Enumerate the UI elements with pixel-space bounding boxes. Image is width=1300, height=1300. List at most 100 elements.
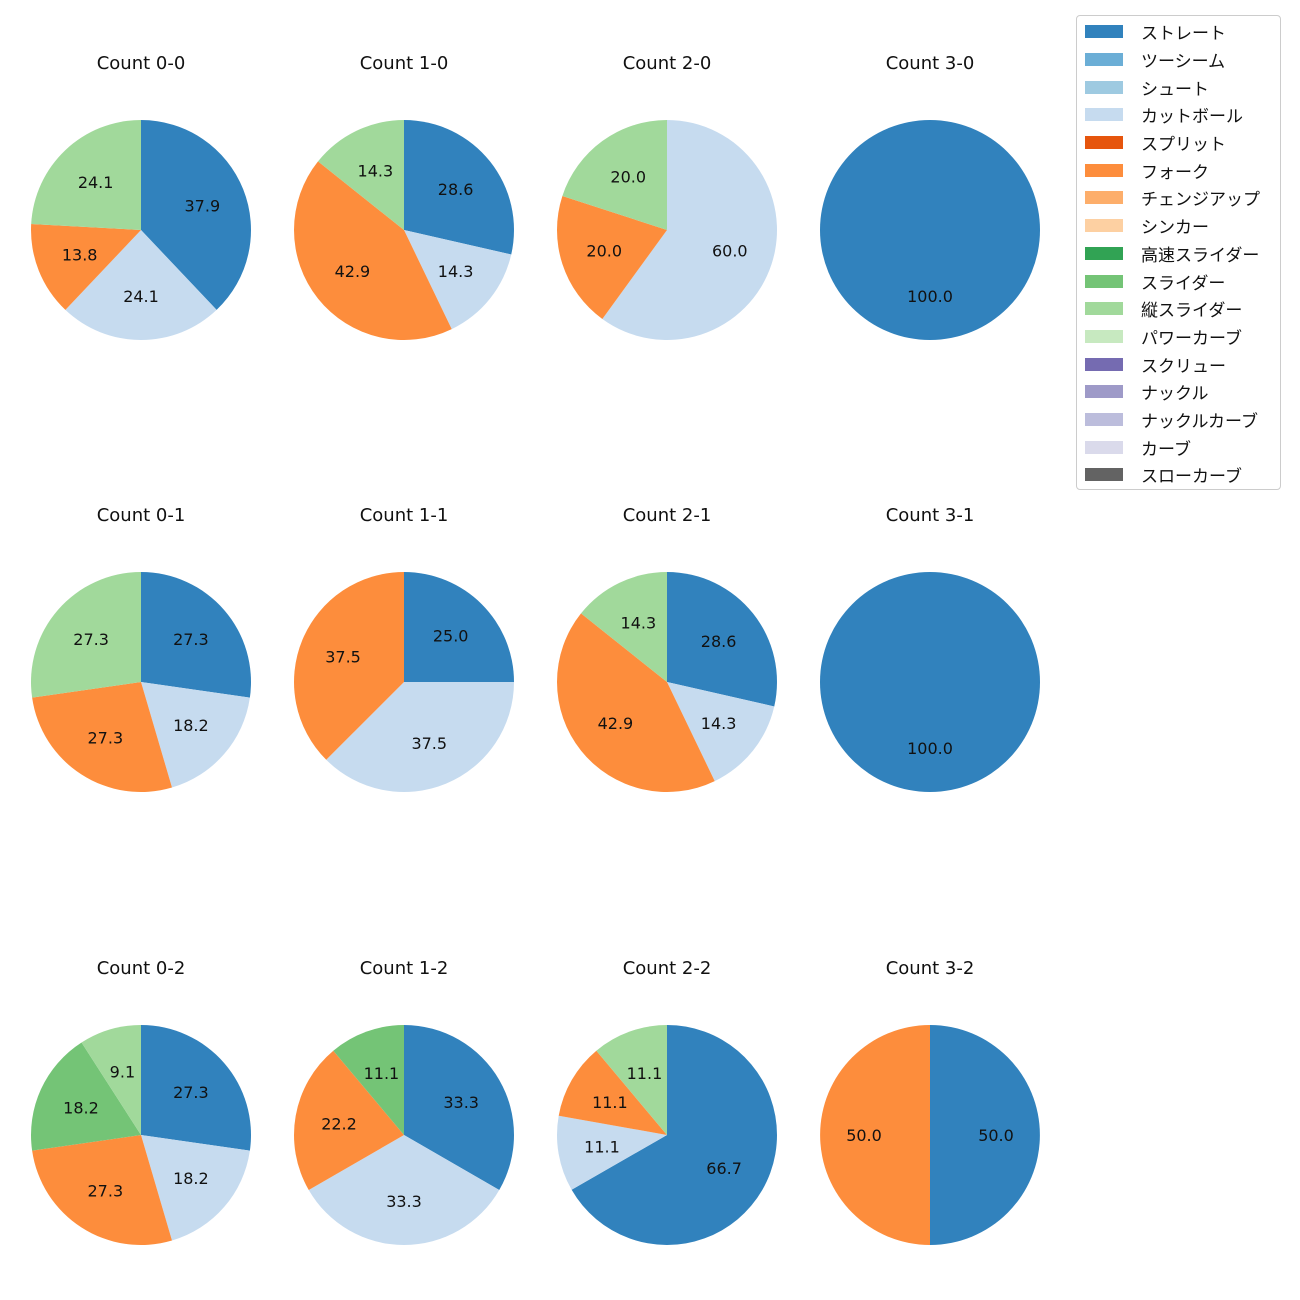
slice-value-label: 37.5	[325, 648, 361, 667]
slice-value-label: 27.3	[88, 1182, 124, 1201]
legend-item: シンカー	[1085, 212, 1280, 240]
pie-slice	[318, 120, 404, 230]
slice-value-label: 37.9	[185, 197, 221, 216]
legend-item: カットボール	[1085, 101, 1280, 129]
pie-count-3-1: Count 3-1 100.0	[820, 505, 1040, 792]
slice-value-label: 20.0	[586, 241, 622, 260]
pie-slice	[557, 613, 715, 793]
legend-label: 高速スライダー	[1141, 245, 1260, 266]
pie-slice	[596, 1025, 667, 1135]
pie-slice	[141, 120, 251, 310]
legend-item: スローカーブ	[1085, 461, 1280, 489]
pie-title: Count 0-1	[97, 505, 186, 526]
slice-value-label: 18.2	[173, 716, 209, 735]
slice-value-label: 11.1	[364, 1064, 400, 1083]
pie-slice	[31, 120, 142, 230]
pie-slice	[32, 1135, 172, 1245]
legend-label: ツーシーム	[1141, 52, 1226, 73]
pie-slice	[31, 223, 142, 310]
pie-title: Count 3-2	[886, 958, 975, 979]
pie-slice	[308, 1135, 500, 1245]
slice-value-label: 66.7	[706, 1159, 742, 1178]
legend-label: カーブ	[1141, 439, 1191, 460]
slice-value-label: 28.6	[438, 180, 474, 199]
pie-slice	[602, 120, 777, 340]
slice-value-label: 14.3	[438, 262, 474, 281]
legend-swatch	[1085, 329, 1123, 343]
legend-label: チェンジアップ	[1141, 190, 1260, 211]
slice-value-label: 27.3	[73, 630, 109, 649]
legend-item: ツーシーム	[1085, 46, 1280, 74]
legend-item: チェンジアップ	[1085, 184, 1280, 212]
legend-swatch	[1085, 136, 1123, 150]
legend-swatch	[1085, 246, 1123, 260]
slice-value-label: 20.0	[610, 168, 646, 187]
slice-value-label: 50.0	[846, 1126, 882, 1145]
legend-swatch	[1085, 219, 1123, 233]
slice-value-label: 25.0	[433, 626, 469, 645]
pie-count-1-0: Count 1-0 28.6 14.3 42.9 14.3	[294, 53, 514, 341]
pie-slice	[31, 1042, 142, 1151]
slice-value-label: 100.0	[907, 739, 953, 758]
slice-value-label: 28.6	[701, 632, 737, 651]
slice-value-label: 37.5	[411, 734, 447, 753]
pie-slice	[930, 1025, 1040, 1245]
legend-item: ストレート	[1085, 18, 1280, 46]
pie-title: Count 3-1	[886, 505, 975, 526]
legend-swatch	[1085, 191, 1123, 205]
pie-slice	[820, 572, 1040, 792]
pie-slice	[558, 1050, 667, 1135]
legend-swatch	[1085, 25, 1123, 39]
slice-value-label: 14.3	[701, 714, 737, 733]
legend-label: 縦スライダー	[1141, 301, 1243, 322]
pie-title: Count 2-1	[623, 505, 712, 526]
pie-slice	[65, 230, 217, 340]
pie-title: Count 3-0	[886, 53, 975, 74]
legend-swatch	[1085, 468, 1123, 482]
pie-slice	[294, 1050, 404, 1190]
pie-slice	[571, 1025, 777, 1245]
pie-slice	[667, 682, 775, 782]
legend-label: スライダー	[1141, 273, 1226, 294]
pie-count-0-2: Count 0-2 27.3 18.2 27.3 18.2 9.1	[31, 958, 251, 1245]
pie-count-1-2: Count 1-2 33.3 33.3 22.2 11.1	[294, 958, 514, 1245]
slice-value-label: 60.0	[712, 241, 748, 260]
pie-count-2-0: Count 2-0 60.0 20.0 20.0	[556, 53, 777, 340]
slice-value-label: 33.3	[386, 1192, 422, 1211]
legend-swatch	[1085, 357, 1123, 371]
legend-swatch	[1085, 80, 1123, 94]
pie-slice	[31, 572, 142, 698]
slice-value-label: 27.3	[88, 729, 124, 748]
slice-value-label: 14.3	[358, 162, 394, 181]
pie-slice	[404, 120, 514, 255]
slice-value-label: 9.1	[110, 1063, 135, 1082]
legend-item: 縦スライダー	[1085, 295, 1280, 323]
slice-value-label: 24.1	[123, 287, 159, 306]
pie-title: Count 2-2	[623, 958, 712, 979]
pie-count-2-2: Count 2-2 66.7 11.1 11.1 11.1	[557, 958, 777, 1245]
legend-item: 高速スライダー	[1085, 240, 1280, 268]
legend-swatch	[1085, 385, 1123, 399]
slice-value-label: 27.3	[173, 630, 209, 649]
pie-title: Count 1-2	[360, 958, 449, 979]
slice-value-label: 11.1	[592, 1093, 628, 1112]
slice-value-label: 11.1	[627, 1064, 663, 1083]
legend-item: パワーカーブ	[1085, 323, 1280, 351]
pie-slice	[557, 1115, 667, 1190]
legend-label: ナックルカーブ	[1141, 411, 1258, 432]
pie-title: Count 1-1	[360, 505, 449, 526]
pie-slice	[141, 682, 250, 788]
pie-slice	[141, 1025, 251, 1151]
legend-label: カットボール	[1141, 107, 1243, 128]
legend-label: ストレート	[1141, 24, 1226, 45]
legend-label: スプリット	[1141, 135, 1226, 156]
legend-swatch	[1085, 302, 1123, 316]
slice-value-label: 33.3	[443, 1093, 479, 1112]
pie-count-3-0: Count 3-0 100.0	[820, 53, 1040, 340]
slice-value-label: 14.3	[621, 614, 657, 633]
legend-swatch	[1085, 274, 1123, 288]
legend-item: スクリュー	[1085, 350, 1280, 378]
pie-slice	[667, 572, 777, 707]
slice-value-label: 24.1	[78, 173, 114, 192]
